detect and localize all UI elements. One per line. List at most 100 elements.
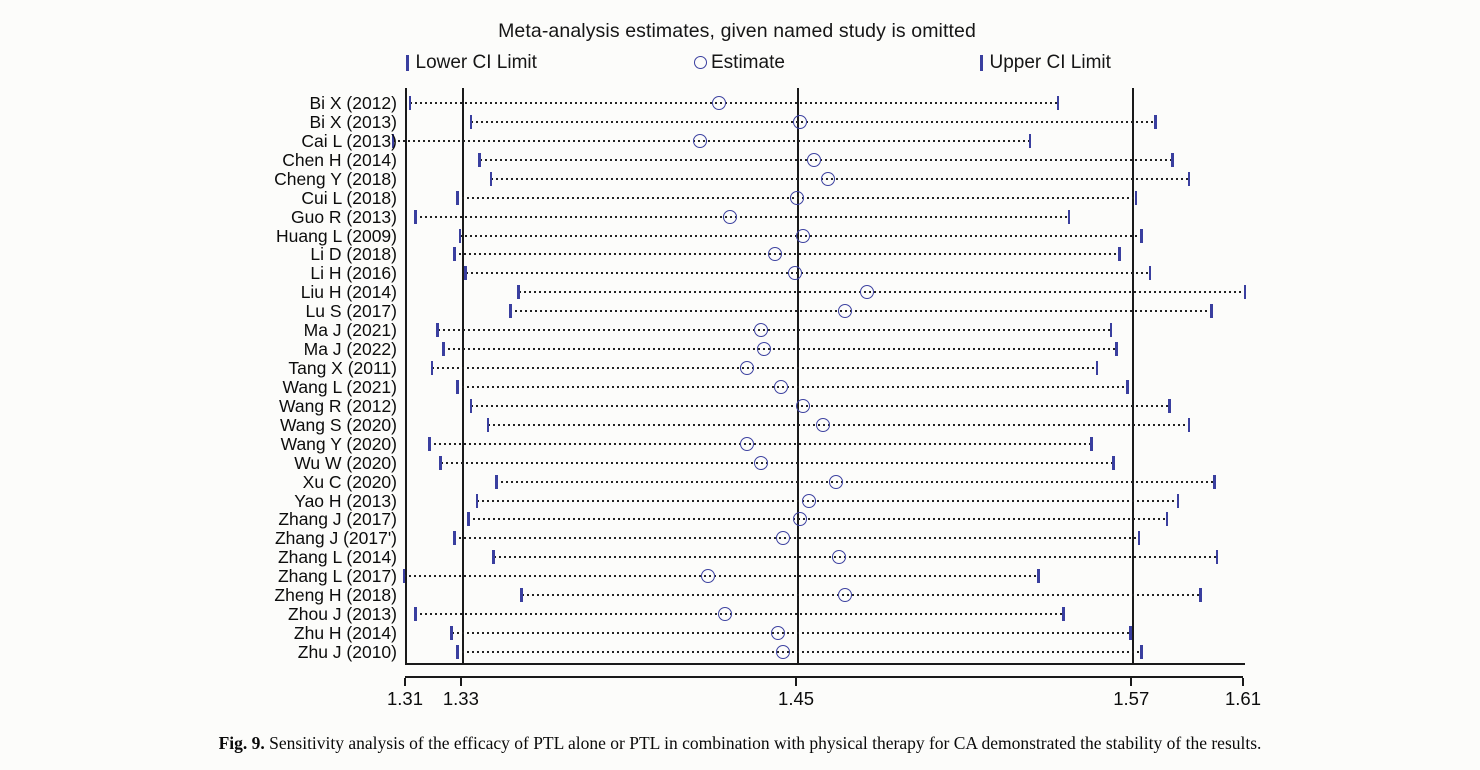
study-label: Zhu J (2010) bbox=[297, 641, 397, 662]
axis-tick-label: 1.45 bbox=[778, 688, 815, 709]
study-row bbox=[407, 396, 1245, 416]
lower-ci-tick bbox=[430, 361, 434, 376]
lower-ci-tick bbox=[453, 247, 456, 262]
study-row bbox=[407, 509, 1245, 529]
axis-tick bbox=[404, 678, 406, 686]
study-row bbox=[407, 528, 1245, 548]
ci-dotted-line bbox=[393, 139, 1030, 142]
lower-ci-tick bbox=[456, 644, 459, 659]
study-row bbox=[402, 566, 1245, 586]
study-label: Zheng H (2018) bbox=[274, 585, 397, 606]
study-label: Zhu H (2014) bbox=[293, 623, 397, 644]
upper-ci-tick-icon bbox=[980, 55, 983, 71]
study-row bbox=[407, 434, 1245, 454]
study-label: Cai L (2013) bbox=[301, 130, 397, 151]
study-row bbox=[407, 472, 1245, 492]
estimate-marker bbox=[790, 190, 805, 205]
estimate-circle-icon bbox=[694, 56, 707, 69]
study-row bbox=[407, 623, 1245, 643]
upper-ci-tick bbox=[1140, 644, 1143, 659]
estimate-marker bbox=[754, 455, 769, 470]
estimate-marker bbox=[837, 304, 852, 319]
study-label: Cui L (2018) bbox=[301, 187, 397, 208]
estimate-marker bbox=[807, 152, 822, 167]
upper-ci-tick bbox=[1115, 342, 1118, 357]
ci-dotted-line bbox=[521, 594, 1201, 597]
study-label: Tang X (2011) bbox=[288, 358, 397, 379]
study-row bbox=[407, 320, 1245, 340]
ci-dotted-line bbox=[490, 177, 1190, 180]
estimate-marker bbox=[795, 398, 810, 413]
lower-ci-tick bbox=[456, 190, 459, 205]
study-label: Wang L (2021) bbox=[282, 376, 397, 397]
lower-ci-tick bbox=[469, 114, 473, 129]
upper-ci-tick bbox=[1126, 379, 1129, 394]
plot-area bbox=[391, 88, 1247, 665]
lower-ci-tick bbox=[436, 323, 439, 338]
lower-ci-tick bbox=[464, 266, 467, 281]
ci-dotted-line bbox=[510, 310, 1212, 313]
lower-ci-tick bbox=[414, 607, 417, 622]
upper-ci-tick bbox=[1199, 588, 1202, 603]
axis-tick bbox=[795, 678, 798, 686]
study-row bbox=[407, 453, 1245, 473]
lower-ci-tick bbox=[439, 455, 442, 470]
study-row bbox=[407, 112, 1245, 132]
study-label: Guo R (2013) bbox=[290, 206, 397, 227]
study-label: Liu H (2014) bbox=[300, 282, 397, 303]
ci-dotted-line bbox=[518, 291, 1245, 294]
study-row bbox=[407, 301, 1245, 321]
reference-line-1.33 bbox=[461, 88, 464, 663]
lower-ci-tick bbox=[414, 209, 417, 224]
estimate-marker bbox=[740, 436, 755, 451]
estimate-marker bbox=[821, 171, 836, 186]
estimate-marker bbox=[756, 342, 771, 357]
upper-ci-tick bbox=[1187, 171, 1191, 186]
study-label: Li H (2016) bbox=[310, 263, 397, 284]
study-label: Bi X (2012) bbox=[309, 93, 397, 113]
axis-tick-label: 1.33 bbox=[442, 688, 479, 709]
estimate-marker bbox=[773, 379, 788, 394]
upper-ci-tick bbox=[1118, 247, 1121, 262]
upper-ci-tick bbox=[1095, 361, 1099, 376]
ci-dotted-line bbox=[440, 461, 1114, 464]
estimate-marker bbox=[770, 626, 785, 641]
upper-ci-tick bbox=[1168, 398, 1171, 413]
upper-ci-tick bbox=[1067, 209, 1071, 224]
axis-tick-label: 1.61 bbox=[1224, 688, 1262, 709]
upper-ci-tick bbox=[1210, 304, 1213, 319]
upper-ci-tick bbox=[1215, 550, 1219, 565]
study-row bbox=[407, 377, 1245, 397]
axis-tick bbox=[1242, 678, 1244, 686]
ci-dotted-line bbox=[457, 385, 1128, 388]
upper-ci-tick bbox=[1037, 569, 1040, 584]
ci-dotted-line bbox=[488, 423, 1190, 426]
lower-ci-tick bbox=[495, 474, 498, 489]
lower-ci-tick bbox=[520, 588, 523, 603]
ci-dotted-line bbox=[451, 632, 1131, 635]
chart-title: Meta-analysis estimates, given named stu… bbox=[498, 20, 976, 42]
ci-dotted-line bbox=[404, 575, 1039, 578]
study-row bbox=[407, 207, 1245, 227]
upper-ci-tick bbox=[1056, 96, 1060, 110]
study-label: Chen H (2014) bbox=[282, 149, 397, 170]
study-label: Wang R (2012) bbox=[278, 395, 397, 416]
ci-dotted-line bbox=[415, 613, 1064, 616]
reference-line-1.57 bbox=[1132, 88, 1135, 663]
lower-ci-tick bbox=[509, 304, 512, 319]
study-label: Wang Y (2020) bbox=[280, 433, 397, 454]
ci-dotted-line bbox=[476, 499, 1178, 502]
estimate-marker bbox=[793, 114, 808, 129]
lower-ci-tick bbox=[458, 228, 462, 243]
study-label: Lu S (2017) bbox=[305, 301, 397, 322]
study-label: Wu W (2020) bbox=[294, 452, 397, 473]
upper-ci-tick bbox=[1213, 474, 1216, 489]
study-label: Li D (2018) bbox=[310, 244, 397, 265]
legend-estimate: Estimate bbox=[694, 52, 785, 76]
study-row bbox=[407, 604, 1245, 624]
legend-lower-ci: Lower CI Limit bbox=[406, 52, 537, 76]
ci-dotted-line bbox=[415, 215, 1069, 218]
legend-upper-ci: Upper CI Limit bbox=[980, 52, 1111, 76]
study-label: Zhang L (2014) bbox=[277, 547, 397, 568]
